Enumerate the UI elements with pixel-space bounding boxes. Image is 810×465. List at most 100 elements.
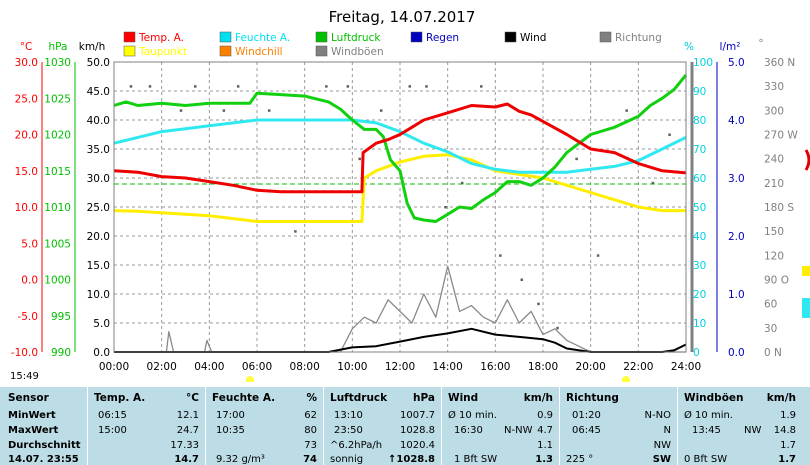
gust-line xyxy=(114,265,686,353)
direction-point xyxy=(129,85,133,88)
direction-point xyxy=(222,109,226,112)
direction-point xyxy=(425,85,428,88)
dewpoint-line xyxy=(113,153,686,223)
rain-tick-label: 3.0 xyxy=(728,173,745,185)
axes: 30.025.020.015.010.05.00.0-5.0-10.0°C103… xyxy=(11,38,810,373)
temp-tick-label: -5.0 xyxy=(18,311,39,323)
direction-tick-label: 270 W xyxy=(764,130,798,142)
temp-header: Temp. A. xyxy=(94,392,146,404)
pressure-column: Luftdruck hPa 13:10 1007.7 23:50 1028.8 … xyxy=(324,387,442,465)
humidity-min-time: 17:00 xyxy=(216,410,245,421)
pressure-unit: hPa xyxy=(413,392,435,404)
time-tick-label: 24:00 xyxy=(671,361,701,373)
temp-gauge-edge xyxy=(804,149,810,171)
plot-area xyxy=(113,62,688,353)
wind-avg-label: Ø 10 min. xyxy=(448,410,497,421)
weather-chart: Freitag, 14.07.2017 Temp. A. Feuchte A. Lu… xyxy=(11,8,810,373)
direction-tick-label: 330 xyxy=(764,81,784,93)
gust-max-value: 14.8 xyxy=(773,425,796,436)
legend-label: Taupunkt xyxy=(138,46,187,58)
percent-tick-label: 40 xyxy=(693,231,706,243)
row-label-current: 14.07. 23:55 xyxy=(8,454,79,465)
direction-tick-label: 30 xyxy=(764,323,777,335)
legend-label: Richtung xyxy=(615,32,662,44)
humidity-header: Feuchte A. xyxy=(212,392,276,404)
legend-swatch xyxy=(410,31,423,43)
legend-swatch xyxy=(123,31,136,43)
legend-swatch xyxy=(315,31,328,43)
temp-tick-label: 0.0 xyxy=(21,275,38,287)
gust-max-direction: NW xyxy=(744,425,762,436)
wind-max-direction: N-NW xyxy=(504,425,533,436)
direction-tick-label: 60 xyxy=(764,299,777,311)
wind-max-value: 4.7 xyxy=(537,425,553,436)
direction-point xyxy=(148,85,152,88)
direction-point xyxy=(294,230,297,233)
time-tick-label: 12:00 xyxy=(385,361,415,373)
row-label-min: MinWert xyxy=(8,410,56,421)
direction-tick-label: 360 N xyxy=(764,57,795,69)
row-label-max: MaxWert xyxy=(8,425,59,436)
wind-unit: km/h xyxy=(523,392,553,404)
direction-point xyxy=(651,181,655,185)
direction-point xyxy=(194,85,197,88)
temp-tick-label: 25.0 xyxy=(15,93,38,105)
pressure-min-value: 1007.7 xyxy=(400,410,435,421)
percent-tick-label: 30 xyxy=(693,260,706,272)
pressure-axis-label: hPa xyxy=(49,41,68,53)
pressure-min-time: 13:10 xyxy=(334,410,363,421)
temp-axis-label: °C xyxy=(20,41,33,53)
percent-tick-label: 10 xyxy=(693,318,706,330)
percent-tick-label: 100 xyxy=(693,57,713,69)
legend-label: Luftdruck xyxy=(331,32,381,44)
time-tick-label: 06:00 xyxy=(242,361,272,373)
wind-header: Wind xyxy=(448,392,479,404)
legend-label: Feuchte A. xyxy=(235,32,290,44)
gust-column: Windböen km/h Ø 10 min. 1.9 13:45 NW 14.… xyxy=(678,387,810,465)
direction-column: Richtung 01:20 N-NO 06:45 N NW 225 ° SW xyxy=(560,387,678,465)
percent-tick-label: 0 xyxy=(693,347,700,359)
time-tick-label: 00:00 xyxy=(99,361,129,373)
direction-tick-label: 300 xyxy=(764,105,784,117)
speed-tick-label: 15.0 xyxy=(87,260,110,272)
speed-tick-label: 0.0 xyxy=(93,347,110,359)
sunrise-icon xyxy=(246,376,254,382)
gust-avg-label: Ø 10 min. xyxy=(684,410,733,421)
pressure-tick-label: 1030 xyxy=(44,57,71,69)
direction-tick-label: 90 O xyxy=(764,275,789,287)
direction-current-value: SW xyxy=(652,454,671,465)
direction-tick-label: 240 xyxy=(764,154,784,166)
temp-current-value: 14.7 xyxy=(174,454,199,465)
row-label-avg: Durchschnitt xyxy=(8,440,81,451)
pressure-forecast: sonnig xyxy=(330,454,364,465)
pressure-tick-label: 1005 xyxy=(44,238,71,250)
direction-degrees: 225 ° xyxy=(566,454,594,465)
pressure-tick-label: 1015 xyxy=(44,166,71,178)
pressure-line xyxy=(113,74,688,223)
pressure-avg-value: 1020.4 xyxy=(400,440,435,451)
legend-swatch xyxy=(504,31,517,43)
temp-tick-label: 15.0 xyxy=(15,166,38,178)
temp-min-value: 12.1 xyxy=(176,410,199,421)
wind-column: Wind km/h Ø 10 min. 0.9 16:30 N-NW 4.7 1… xyxy=(442,387,560,465)
direction-point xyxy=(236,85,240,88)
direction-point xyxy=(267,109,271,112)
direction-point xyxy=(537,302,540,306)
legend-swatch xyxy=(315,45,328,57)
gust-avg-value: 1.7 xyxy=(780,440,796,451)
speed-tick-label: 5.0 xyxy=(93,318,110,330)
direction-max-value: N xyxy=(663,425,671,436)
direction-tick-label: 120 xyxy=(764,250,784,262)
wind-avg10-value: 0.9 xyxy=(537,410,553,421)
legend: Temp. A. Feuchte A. Luftdruck Regen Wind Rich… xyxy=(123,31,662,58)
time-tick-label: 16:00 xyxy=(480,361,510,373)
direction-point xyxy=(499,254,502,257)
pressure-tick-label: 1025 xyxy=(44,93,71,105)
humidity-unit: % xyxy=(306,392,317,404)
direction-header: Richtung xyxy=(566,392,619,404)
direction-point xyxy=(520,278,524,281)
direction-point xyxy=(480,85,483,88)
direction-min-value: N-NO xyxy=(644,410,671,421)
direction-point xyxy=(460,181,464,185)
wind-current-value: 1.3 xyxy=(535,454,553,465)
